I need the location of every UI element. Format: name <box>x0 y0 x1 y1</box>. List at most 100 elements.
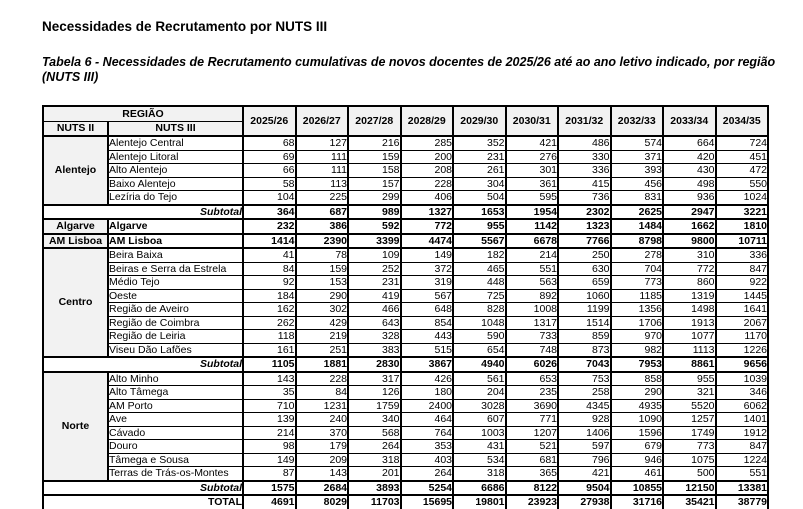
table-row: Região de Aveiro 162 302 466 648 828 1008 1199 1… <box>43 302 770 317</box>
value-cell: 228 <box>294 370 350 387</box>
subtotal-value-cell: 1954 <box>504 203 560 220</box>
nuts2-group-cell: Norte <box>42 370 109 482</box>
table-row: Algarve Algarve 232 386 592 772 955 1142 1323 148… <box>42 218 770 235</box>
value-cell: 2390 <box>294 232 350 249</box>
value-cell: 371 <box>609 149 665 165</box>
value-cell: 1048 <box>452 315 507 331</box>
value-cell: 464 <box>399 412 455 427</box>
subtotal-value-cell: 2830 <box>347 356 402 373</box>
subtotal-label-cell: Subtotal <box>41 479 245 496</box>
value-cell: 321 <box>662 385 717 400</box>
value-cell: 149 <box>399 247 455 263</box>
value-cell: 504 <box>452 190 507 206</box>
subtotal-value-cell: 7043 <box>557 356 612 373</box>
table-row: AM Lisboa AM Lisboa 1414 2390 3399 4474 5567 66… <box>42 232 770 249</box>
value-cell: 1596 <box>609 425 665 441</box>
value-cell: 681 <box>504 452 560 468</box>
value-cell: 847 <box>714 439 770 454</box>
value-cell: 431 <box>452 439 507 454</box>
value-cell: 567 <box>399 288 455 304</box>
value-cell: 264 <box>347 439 402 454</box>
value-cell: 111 <box>294 163 350 178</box>
value-cell: 5520 <box>662 398 717 414</box>
value-cell: 201 <box>347 466 402 482</box>
subtotal-value-cell: 6686 <box>452 479 507 496</box>
value-cell: 659 <box>557 275 612 290</box>
value-cell: 208 <box>399 163 455 178</box>
value-cell: 1113 <box>662 342 717 358</box>
value-cell: 352 <box>452 135 507 151</box>
value-cell: 365 <box>504 466 560 482</box>
subtotal-value-cell: 9656 <box>714 356 770 373</box>
value-cell: 1003 <box>452 425 507 441</box>
value-cell: 319 <box>399 275 455 290</box>
value-cell: 158 <box>347 163 402 178</box>
value-cell: 109 <box>347 247 402 263</box>
nuts3-cell: Douro <box>106 439 245 454</box>
value-cell: 847 <box>714 261 770 277</box>
total-value-cell: 38779 <box>714 494 770 509</box>
value-cell: 550 <box>714 176 770 192</box>
value-cell: 111 <box>294 149 350 165</box>
value-cell: 353 <box>399 439 455 454</box>
value-cell: 290 <box>294 288 350 304</box>
value-cell: 796 <box>557 452 612 468</box>
table-row: Tâmega e Sousa 149 209 318 403 534 681 796 946 10… <box>43 452 770 468</box>
value-cell: 1199 <box>557 302 612 317</box>
value-cell: 725 <box>452 288 507 304</box>
value-cell: 340 <box>347 412 402 427</box>
value-cell: 346 <box>714 385 770 400</box>
subtotal-value-cell: 10855 <box>609 479 665 496</box>
value-cell: 58 <box>242 176 297 192</box>
recruitment-table: REGIÃO 2025/26 2026/27 2027/28 2028/29 2… <box>41 105 770 509</box>
subtotal-value-cell: 1105 <box>242 356 297 373</box>
value-cell: 1224 <box>714 452 770 468</box>
value-cell: 336 <box>714 247 770 263</box>
value-cell: 421 <box>504 135 560 151</box>
value-cell: 443 <box>399 329 455 344</box>
value-cell: 955 <box>452 218 507 235</box>
value-cell: 8798 <box>609 232 665 249</box>
value-cell: 415 <box>557 176 612 192</box>
nuts3-cell: Alto Minho <box>106 370 245 387</box>
nuts3-cell: Baixo Alentejo <box>106 176 245 192</box>
value-cell: 35 <box>242 385 297 400</box>
value-cell: 654 <box>452 342 507 358</box>
value-cell: 250 <box>557 247 612 263</box>
value-cell: 592 <box>347 218 402 235</box>
value-cell: 648 <box>399 302 455 317</box>
value-cell: 500 <box>662 466 717 482</box>
value-cell: 970 <box>609 329 665 344</box>
value-cell: 235 <box>504 385 560 400</box>
value-cell: 1749 <box>662 425 717 441</box>
value-cell: 1185 <box>609 288 665 304</box>
value-cell: 304 <box>452 176 507 192</box>
nuts3-cell: Região de Aveiro <box>106 302 245 317</box>
value-cell: 4345 <box>557 398 612 414</box>
nuts3-cell: Alto Tâmega <box>106 385 245 400</box>
value-cell: 561 <box>452 370 507 387</box>
value-cell: 41 <box>242 247 297 263</box>
table-row: Centro Beira Baixa 41 78 109 149 182 214 250 278 3… <box>42 247 770 358</box>
table-header: REGIÃO 2025/26 2026/27 2027/28 2028/29 2… <box>41 105 770 137</box>
table-row: Alto Tâmega 35 84 126 180 204 235 258 290 321 346 <box>43 385 770 400</box>
value-cell: 448 <box>452 275 507 290</box>
value-cell: 1810 <box>714 218 770 235</box>
subtotal-value-cell: 4940 <box>452 356 507 373</box>
nuts3-cell: Lezíria do Tejo <box>106 190 245 206</box>
value-cell: 7766 <box>557 232 612 249</box>
year-header-cell: 2027/28 <box>347 105 402 137</box>
year-header-cell: 2032/33 <box>609 105 665 137</box>
total-value-cell: 27938 <box>557 494 612 509</box>
value-cell: 1484 <box>609 218 665 235</box>
nuts3-cell: AM Porto <box>106 398 245 414</box>
nuts3-cell: Beiras e Serra da Estrela <box>106 261 245 277</box>
nuts3-cell: Viseu Dão Lafões <box>106 342 245 358</box>
value-cell: 159 <box>294 261 350 277</box>
value-cell: 317 <box>347 370 402 387</box>
value-cell: 139 <box>242 412 297 427</box>
table-caption: Tabela 6 - Necessidades de Recrutamento … <box>42 55 776 85</box>
value-cell: 664 <box>662 135 717 151</box>
subtotal-row: Subtotal 1575 2684 3893 5254 6686 8122 9504 1085… <box>41 479 770 496</box>
value-cell: 78 <box>294 247 350 263</box>
